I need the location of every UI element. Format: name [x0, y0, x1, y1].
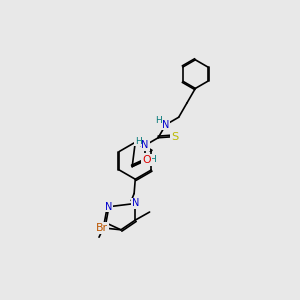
Text: H: H — [155, 116, 162, 125]
Text: N: N — [132, 199, 139, 208]
Text: Br: Br — [96, 223, 108, 233]
Text: N: N — [162, 120, 169, 130]
Text: H: H — [149, 154, 156, 164]
Text: O: O — [143, 155, 151, 165]
Text: H: H — [135, 136, 142, 146]
Text: N: N — [105, 202, 112, 212]
Text: S: S — [171, 132, 178, 142]
Text: N: N — [142, 154, 149, 164]
Text: N: N — [142, 140, 149, 150]
